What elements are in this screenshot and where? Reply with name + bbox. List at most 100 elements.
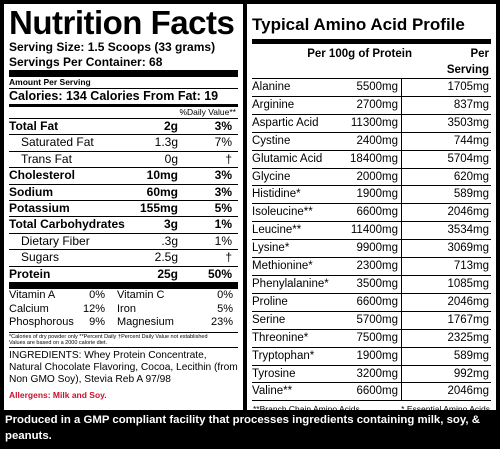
amino-per-serving: 3069mg [447,242,489,255]
vitamin-percent: 0% [89,289,105,302]
col-per100g: Per 100g of Protein [307,48,412,60]
amino-per100g: 9900mg [340,240,402,258]
amino-name: Methionine* [252,260,313,273]
nutrient-amount: 2.5g [154,250,178,265]
amount-per-serving: Amount Per Serving [9,77,91,87]
divider [9,282,238,290]
amino-name: Leucine** [252,224,302,237]
amino-table: Alanine 5500mg 1705mg Arginine 2700mg 837mg As… [252,79,491,402]
vitamin-percent: 12% [82,302,105,315]
amino-per-serving: 713mg [453,260,489,273]
footnotes: *Calories of dry powder only **Percent D… [9,333,238,347]
nutrient-daily-value: 3% [214,168,232,183]
amino-name: Phenylalanine* [252,277,329,290]
allergens: Allergens: Milk and Soy. [9,390,107,401]
amino-row: Leucine** 11400mg 3534mg [252,222,491,241]
amino-name: Lysine* [252,242,290,255]
amino-per100g: 2000mg [340,168,402,186]
nutrient-daily-value: 1% [214,233,232,248]
vitamin-name: Vitamin A [9,289,56,302]
amino-per100g: 5700mg [340,311,402,329]
amino-name: Glycine [252,170,291,183]
footnote-dv: †Percent Daily Value not established [118,333,208,340]
nutrient-amount: 60mg [146,184,178,199]
amino-row: Alanine 5500mg 1705mg [252,79,491,97]
divider [9,331,238,333]
nutrient-name: Sodium [9,184,53,199]
amino-row: Arginine 2700mg 837mg [252,96,491,115]
nutrient-row: Trans Fat 0g † [9,150,238,167]
nutrient-name: Sugars [21,250,60,265]
amino-acid-panel: Typical Amino Acid Profile Per 100g of P… [247,4,496,427]
amino-row: Lysine* 9900mg 3069mg [252,240,491,259]
amino-per100g: 1900mg [340,186,402,204]
amino-per100g: 11400mg [340,222,402,240]
nutrient-row: Total Carbohydrates 3g 1% [9,216,238,232]
amino-name: Serine [252,313,286,326]
amino-name: Alanine [252,81,291,93]
nutrient-amount: .3g [161,233,178,248]
amino-name: Histidine* [252,188,301,201]
amino-name: Tryptophan* [252,349,315,362]
nutrient-row: Dietary Fiber .3g 1% [9,232,238,249]
nutrient-name: Total Fat [9,119,59,133]
nutrient-amount: 3g [163,217,178,232]
nutrient-daily-value: 7% [214,135,232,150]
amino-per-serving: 3503mg [447,116,489,129]
nutrient-name: Total Carbohydrates [9,217,125,232]
amino-per-serving: 2046mg [447,206,489,219]
nutrient-row: Sodium 60mg 3% [9,183,238,200]
nutrient-daily-value: † [225,151,232,166]
divider [9,88,238,89]
amino-name: Isoleucine** [252,206,313,219]
nutrient-amount: 10mg [146,168,178,183]
vitamin-name: Phosphorous [9,316,74,329]
vitamin-name: Magnesium [117,316,174,329]
vitamin-row: Phosphorous 9% Magnesium 23% [9,316,238,330]
amino-header: Per 100g of Protein Per Serving [252,39,491,79]
amino-per100g: 2700mg [340,96,402,114]
nutrient-daily-value: 5% [214,201,232,216]
amino-row: Cystine 2400mg 744mg [252,132,491,151]
amino-name: Threonine* [252,331,309,344]
servings-per-container: Servings Per Container: 68 [9,55,163,69]
amino-per-serving: 589mg [453,188,489,201]
nutrient-row: Saturated Fat 1.3g 7% [9,134,238,150]
amino-per-serving: 3534mg [447,224,489,237]
amino-row: Isoleucine** 6600mg 2046mg [252,204,491,223]
amino-per-serving: 2046mg [447,385,489,398]
amino-name: Tyrosine [252,367,296,380]
amino-per100g: 11300mg [340,114,402,132]
note-bcaa: **Branch Chain Amino Acids [253,404,360,415]
nutrition-facts-panel: Nutrition Facts Serving Size: 1.5 Scoops… [4,4,243,410]
amino-per-serving: 1767mg [447,313,489,326]
amino-per100g: 6600mg [340,383,402,401]
amino-row: Methionine* 2300mg 713mg [252,258,491,276]
ingredients: INGREDIENTS: Whey Protein Concentrate, N… [9,349,238,385]
col-per-serving: Per Serving [446,48,489,76]
amino-row: Tryptophan* 1900mg 589mg [252,347,491,366]
nutrient-amount: 0g [164,151,178,166]
amino-row: Proline 6600mg 2046mg [252,293,491,312]
amino-row: Aspartic Acid 11300mg 3503mg [252,114,491,133]
amino-notes: **Branch Chain Amino Acids * Essential A… [252,404,491,415]
vitamin-table: Vitamin A 0% Vitamin C 0% Calcium 12% Iron 5% Ph… [9,289,238,330]
amino-title: Typical Amino Acid Profile [252,15,465,34]
amino-per100g: 3500mg [340,275,402,293]
nutrition-title: Nutrition Facts [9,4,235,41]
vitamin-percent: 9% [89,316,105,329]
amino-per-serving: 744mg [453,134,489,147]
amino-per-serving: 589mg [453,349,489,362]
vitamin-row: Vitamin A 0% Vitamin C 0% [9,289,238,303]
amino-per-serving: 837mg [453,98,489,111]
amino-row: Serine 5700mg 1767mg [252,311,491,330]
amino-per-serving: 2325mg [447,331,489,344]
nutrient-row: Sugars 2.5g † [9,249,238,265]
nutrient-name: Trans Fat [21,151,72,166]
vitamin-name: Iron [117,302,136,315]
vitamin-percent: 23% [210,316,233,329]
nutrient-row: Total Fat 2g 3% [9,118,238,134]
nutrient-amount: 155mg [139,201,178,216]
protein-digestibility: Protein Digestibility - 99.6% [334,417,439,428]
nutrient-amount: 25g [157,266,178,281]
